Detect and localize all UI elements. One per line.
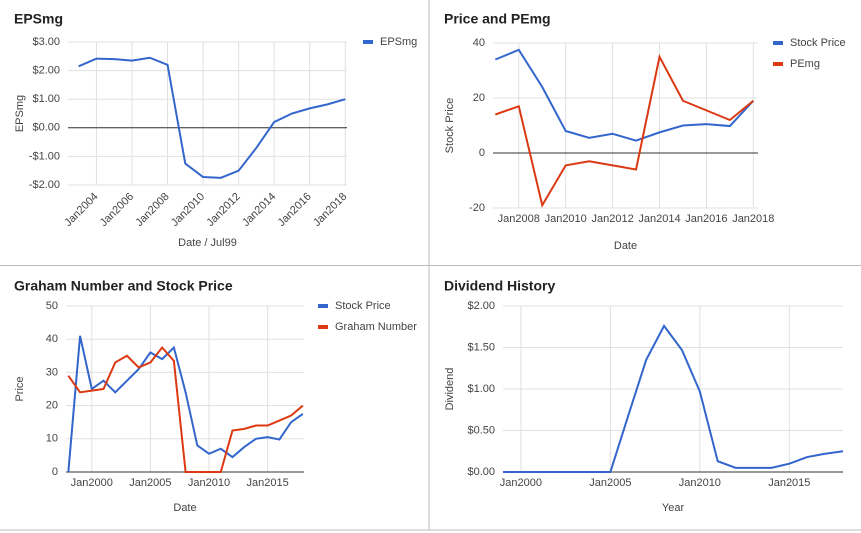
legend-swatch: [363, 40, 373, 44]
y-tick-label: 50: [46, 300, 58, 312]
x-tick-label: Jan2014: [638, 213, 680, 225]
y-tick-label: $0.50: [467, 424, 495, 436]
y-tick-label: $2.00: [467, 300, 495, 312]
x-tick-label: Jan2000: [500, 477, 542, 489]
data-line: [78, 56, 346, 179]
legend-swatch: [773, 62, 783, 66]
x-tick-label: Jan2012: [591, 213, 633, 225]
x-axis-label: Year: [662, 502, 685, 514]
data-line: [67, 335, 304, 473]
x-tick-label: Jan2010: [679, 477, 721, 489]
y-tick-label: 10: [46, 433, 58, 445]
data-line: [503, 324, 844, 473]
legend-label: PEmg: [790, 58, 820, 70]
x-tick-label: Jan2005: [129, 477, 171, 489]
legend-label: Graham Number: [335, 321, 417, 333]
x-axis-label: Date: [173, 502, 196, 514]
y-tick-label: -20: [469, 202, 485, 214]
y-axis-label: Stock Price: [444, 98, 456, 154]
data-line: [67, 345, 304, 473]
x-tick-label: Jan2015: [768, 477, 810, 489]
x-tick-label: Jan2015: [247, 477, 289, 489]
y-tick-label: $1.00: [32, 93, 60, 105]
legend-swatch: [773, 41, 783, 45]
y-axis-label: EPSmg: [14, 95, 26, 132]
legend-swatch: [318, 304, 328, 308]
chart-title: Dividend History: [444, 278, 555, 294]
y-tick-label: 20: [473, 92, 485, 104]
x-axis-label: Date / Jul99: [178, 237, 237, 249]
y-tick-label: 40: [473, 37, 485, 49]
x-tick-label: Jan2005: [589, 477, 631, 489]
y-tick-label: $2.00: [32, 65, 60, 77]
y-tick-label: 0: [52, 466, 58, 478]
y-tick-label: -$2.00: [29, 179, 60, 191]
y-tick-label: $0.00: [467, 466, 495, 478]
y-tick-label: $1.00: [467, 383, 495, 395]
chart-title: EPSmg: [14, 11, 63, 27]
x-tick-label: Jan2010: [188, 477, 230, 489]
y-axis-label: Dividend: [444, 368, 456, 411]
legend-swatch: [318, 325, 328, 329]
x-tick-label: Jan2016: [685, 213, 727, 225]
y-tick-label: -$1.00: [29, 150, 60, 162]
x-tick-label: Jan2008: [498, 213, 540, 225]
legend-label: Stock Price: [790, 37, 846, 49]
y-axis-label: Price: [14, 376, 26, 401]
x-tick-label: Jan2010: [545, 213, 587, 225]
chart-title: Price and PEmg: [444, 11, 551, 27]
y-tick-label: 0: [479, 147, 485, 159]
y-tick-label: $0.00: [32, 122, 60, 134]
y-tick-label: $1.50: [467, 341, 495, 353]
legend-label: EPSmg: [380, 36, 417, 48]
y-tick-label: $3.00: [32, 36, 60, 48]
data-line: [494, 48, 755, 142]
data-line: [495, 53, 754, 208]
x-tick-label: Jan2000: [71, 477, 113, 489]
x-tick-label: Jan2018: [732, 213, 774, 225]
legend-label: Stock Price: [335, 300, 391, 312]
y-tick-label: 30: [46, 366, 58, 378]
chart-title: Graham Number and Stock Price: [14, 278, 233, 294]
y-tick-label: 40: [46, 333, 58, 345]
y-tick-label: 20: [46, 400, 58, 412]
x-axis-label: Date: [614, 240, 637, 252]
